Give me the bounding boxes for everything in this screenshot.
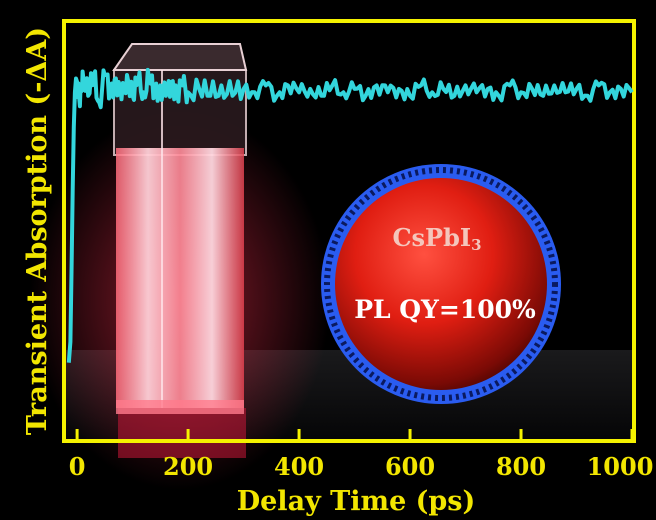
plot-frame: [62, 19, 636, 443]
cuvette-liquid: [116, 148, 244, 408]
x-tick-label-400: 400: [274, 452, 324, 481]
x-tick-label-1000: 1000: [587, 452, 654, 481]
ligand-shell-texture: [324, 167, 558, 401]
x-tick-label-200: 200: [163, 452, 213, 481]
transient-absorption-trace: [66, 67, 634, 363]
x-axis-tick-labels: 0 200 400 600 800 1000: [69, 452, 654, 481]
cuvette-reflection: [118, 408, 246, 458]
nanocrystal-inset: CsPbI3 PL QY=100%: [321, 164, 561, 404]
x-tick-label-0: 0: [69, 452, 86, 481]
inset-compound: CsPbI3: [392, 223, 481, 254]
inset-compound-subscript: 3: [471, 236, 481, 254]
perovskite-core: [335, 178, 547, 390]
inset-qy-label: PL QY=100%: [354, 295, 536, 324]
cuvette-illustration: [30, 43, 330, 490]
cuvette-cap: [112, 43, 248, 71]
x-axis-ticks: [75, 429, 634, 439]
x-axis-label: Delay Time (ps): [237, 486, 476, 517]
x-tick-label-800: 800: [496, 452, 546, 481]
cuvette-base: [116, 400, 244, 414]
y-axis-label: Transient Absorption (-ΔA): [22, 27, 53, 435]
x-tick-label-600: 600: [385, 452, 435, 481]
